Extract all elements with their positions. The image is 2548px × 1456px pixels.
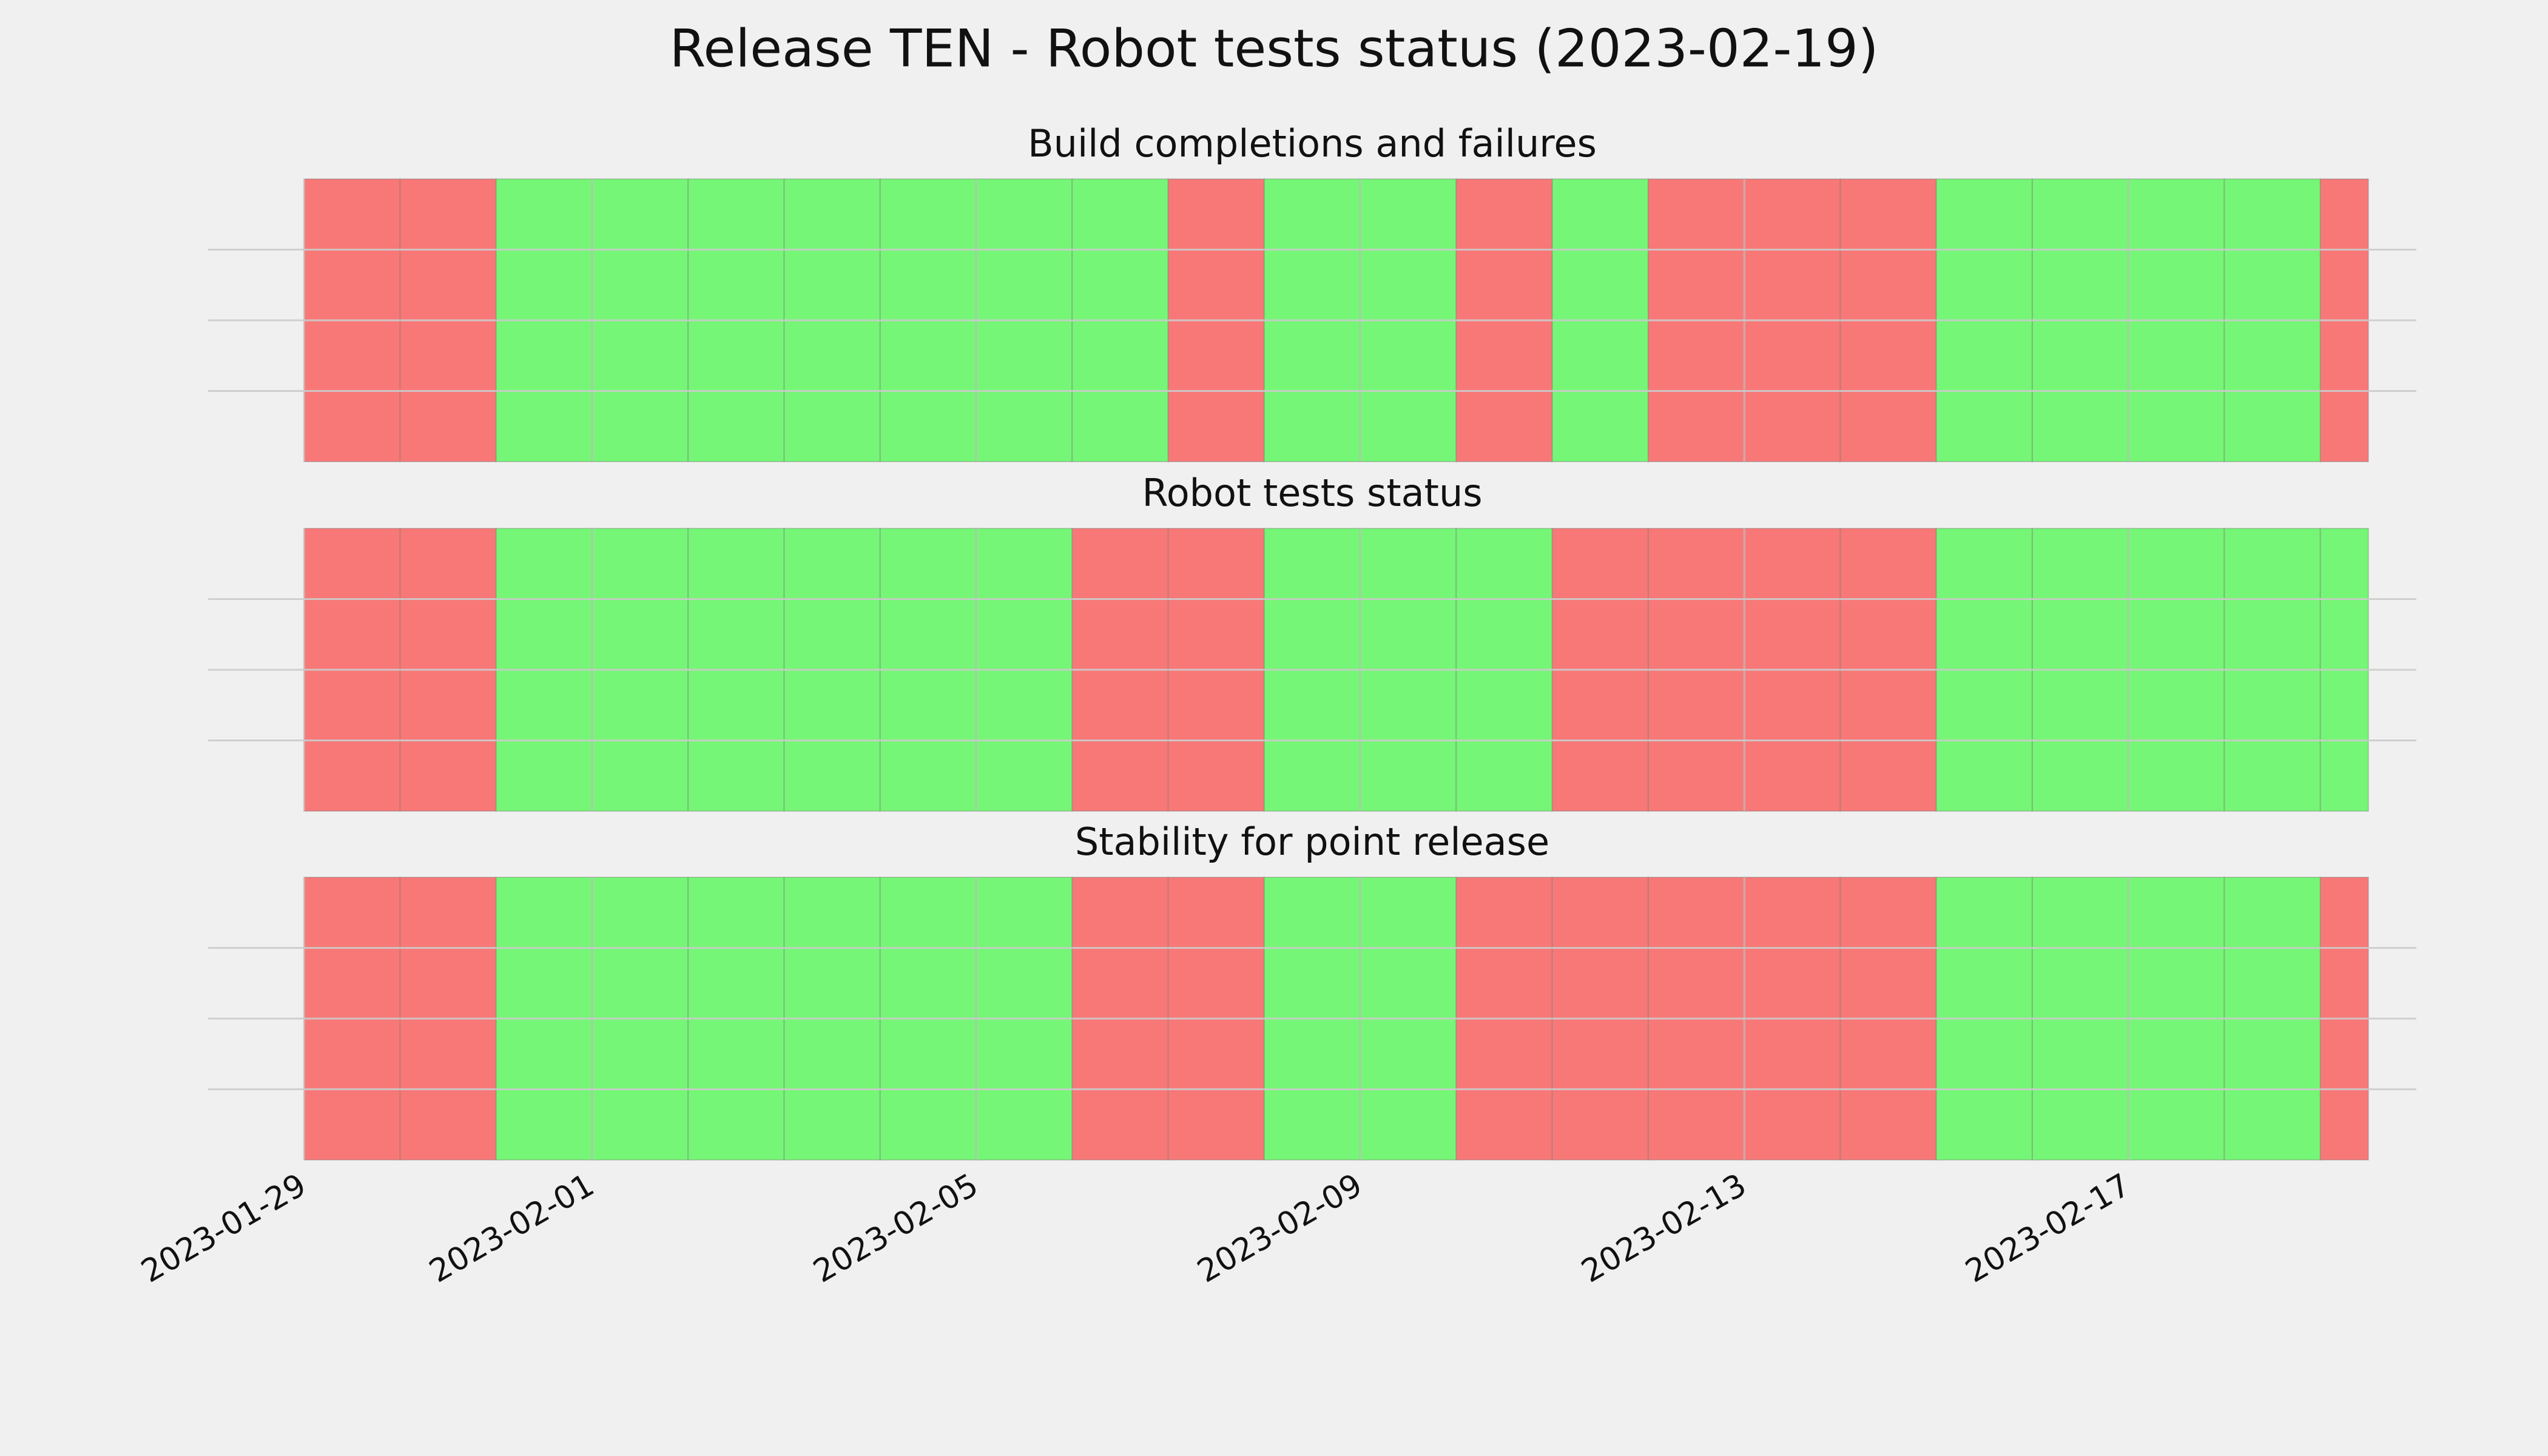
subplot-title: Build completions and failures [1028,121,1597,166]
subplot-title: Stability for point release [1075,820,1549,864]
x-tick-label: 2023-02-17 [1960,1167,2137,1290]
x-tick-label: 2023-02-09 [1191,1167,1369,1290]
x-tick-label: 2023-02-01 [423,1167,601,1290]
figure-title: Release TEN - Robot tests status (2023-0… [670,18,1879,79]
x-tick-label: 2023-01-29 [135,1167,312,1290]
x-tick-label: 2023-02-05 [807,1167,985,1290]
subplot-title: Robot tests status [1142,471,1482,515]
x-tick-label: 2023-02-13 [1576,1167,1753,1290]
